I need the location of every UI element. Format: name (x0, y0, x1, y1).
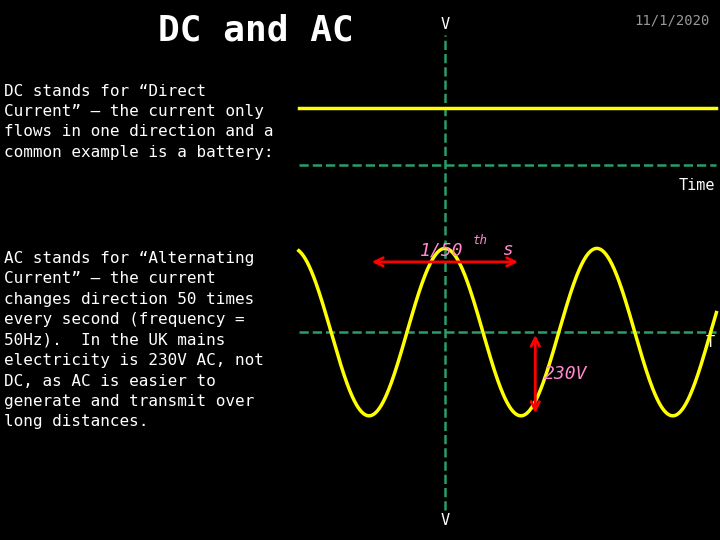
Text: DC stands for “Direct
Current” – the current only
flows in one direction and a
c: DC stands for “Direct Current” – the cur… (4, 84, 273, 160)
Text: AC stands for “Alternating
Current” – the current
changes direction 50 times
eve: AC stands for “Alternating Current” – th… (4, 251, 264, 429)
Text: 11/1/2020: 11/1/2020 (634, 14, 709, 28)
Text: V: V (441, 513, 449, 528)
Text: Time: Time (678, 178, 715, 193)
Text: s: s (492, 241, 513, 259)
Text: DC and AC: DC and AC (158, 14, 354, 48)
Text: V: V (441, 17, 449, 32)
Text: T: T (706, 335, 715, 350)
Text: 230V: 230V (544, 365, 588, 383)
Text: 1/50: 1/50 (420, 241, 463, 259)
Text: th: th (472, 234, 487, 247)
